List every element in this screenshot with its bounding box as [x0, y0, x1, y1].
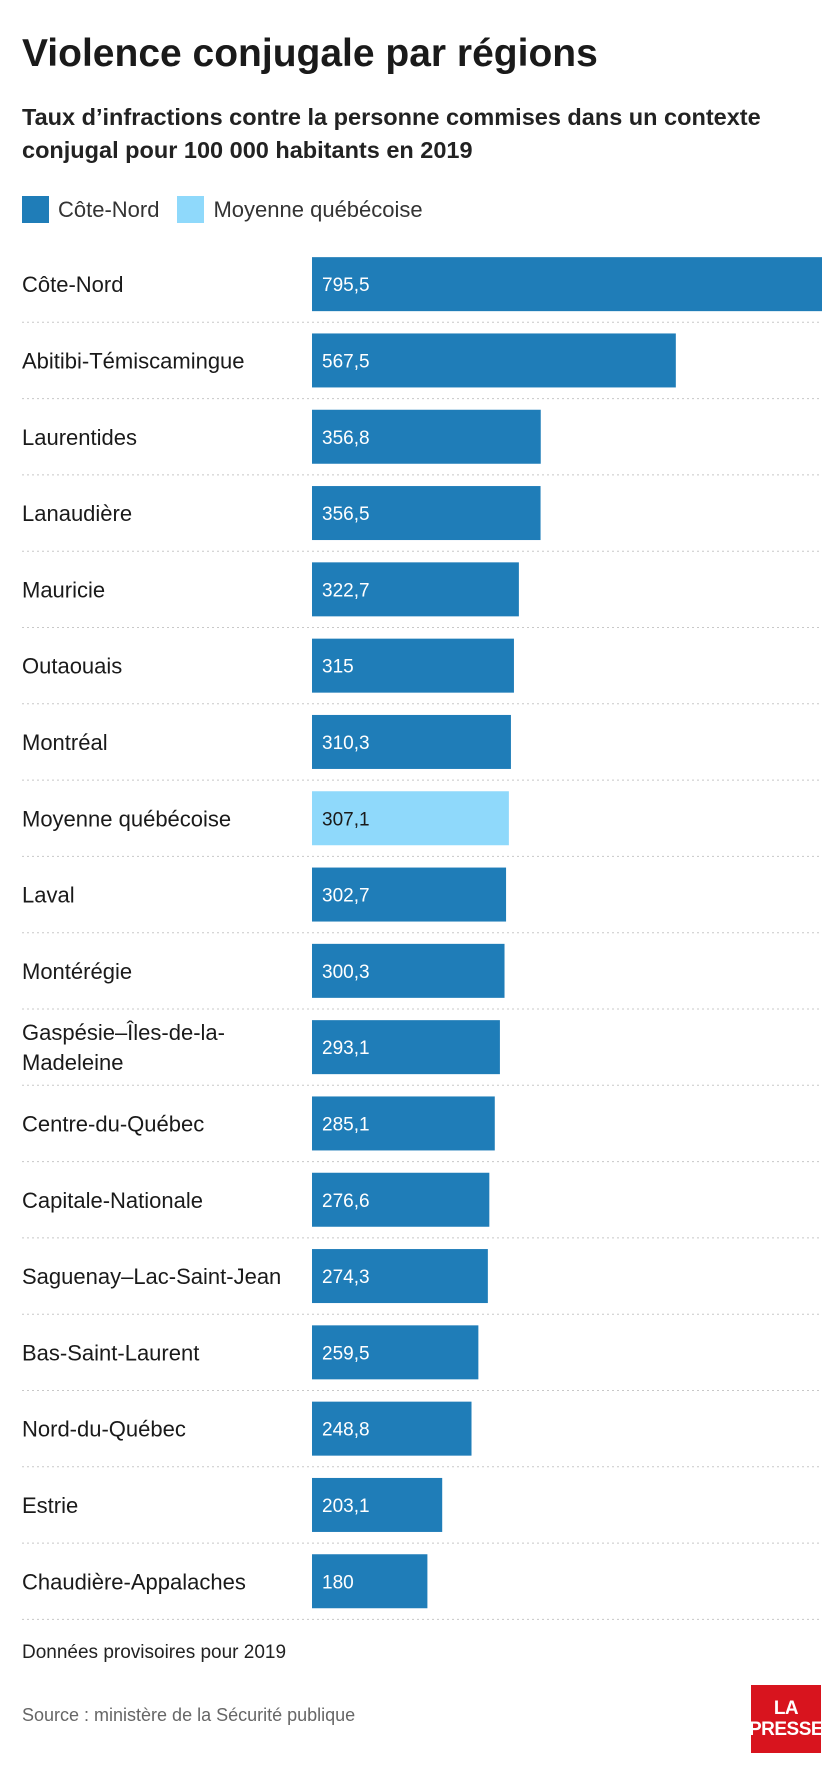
category-label: Laval [22, 883, 75, 908]
bar [312, 1401, 472, 1456]
category-label: Capitale-Nationale [22, 1188, 203, 1213]
bar [312, 638, 514, 693]
category-label: Nord-du-Québec [22, 1417, 186, 1442]
bar-chart: Côte-Nord 795,5 Abitibi-Témiscamingue 567,5… [22, 257, 822, 1620]
la-presse-logo: LA PRESSE [748, 1685, 824, 1753]
bar-value-label: 276,6 [322, 1191, 370, 1212]
bar-value-label: 274,3 [322, 1267, 370, 1288]
category-label: Moyenne québécoise [22, 806, 231, 831]
bar [312, 1172, 490, 1227]
category-label: Mauricie [22, 577, 105, 602]
category-label: Lanaudière [22, 501, 132, 526]
category-label: Centre-du-Québec [22, 1111, 204, 1136]
bar [312, 1249, 488, 1304]
bar-value-label: 293,1 [322, 1038, 370, 1059]
logo-line-1: LA [773, 1698, 799, 1719]
chart-title: Violence conjugale par régions [22, 32, 598, 75]
bar [312, 486, 541, 541]
category-label: Gaspésie–Îles-de-la-Madeleine [22, 1020, 225, 1075]
bar-value-label: 259,5 [322, 1343, 370, 1364]
legend-swatch-moyenne [177, 196, 205, 223]
bar-value-label: 248,8 [322, 1420, 370, 1441]
bar [312, 257, 822, 312]
bar-value-label: 356,8 [322, 428, 370, 449]
bar [312, 409, 541, 464]
bar [312, 1325, 479, 1380]
bar [312, 867, 507, 922]
bar [312, 791, 509, 846]
bar-value-label: 285,1 [322, 1114, 370, 1135]
bar-value-label: 302,7 [322, 886, 370, 907]
bar [312, 1096, 495, 1151]
bar [312, 333, 676, 388]
bar-value-label: 795,5 [322, 275, 370, 296]
bar-value-label: 307,1 [322, 809, 370, 830]
bar-value-label: 310,3 [322, 733, 370, 754]
bar-value-label: 203,1 [322, 1496, 370, 1517]
bar-value-label: 180 [322, 1572, 354, 1593]
category-label: Abitibi-Témiscamingue [22, 348, 245, 373]
category-label: Montréal [22, 730, 108, 755]
bar [312, 1477, 443, 1532]
legend-item-cote-nord: Côte-Nord [22, 196, 159, 223]
data-note: Données provisoires pour 2019 [22, 1642, 287, 1663]
category-label: Bas-Saint-Laurent [22, 1340, 199, 1365]
bar [312, 1554, 428, 1609]
category-label: Montérégie [22, 959, 132, 984]
bar-value-label: 356,5 [322, 504, 370, 525]
category-label: Estrie [22, 1493, 78, 1518]
bar [312, 714, 511, 769]
bar-value-label: 322,7 [322, 580, 370, 601]
bar-value-label: 315 [322, 657, 354, 678]
category-label: Outaouais [22, 654, 122, 679]
bar [312, 943, 505, 998]
category-label: Côte-Nord [22, 272, 123, 297]
bar-value-label: 300,3 [322, 962, 370, 983]
category-label: Chaudière-Appalaches [22, 1569, 246, 1594]
logo-line-2: PRESSE [748, 1719, 824, 1740]
legend-label-cote-nord: Côte-Nord [58, 196, 160, 222]
bar [312, 1020, 500, 1075]
bar [312, 562, 519, 617]
legend-label-moyenne: Moyenne québécoise [213, 196, 423, 222]
category-label: Saguenay–Lac-Saint-Jean [22, 1264, 281, 1289]
chart-subtitle: Taux d’infractions contre la personne co… [22, 104, 761, 163]
bar-value-label: 567,5 [322, 351, 370, 372]
source-credit: Source : ministère de la Sécurité publiq… [22, 1705, 356, 1725]
legend-swatch-cote-nord [22, 196, 49, 223]
legend: Côte-Nord Moyenne québécoise [22, 196, 441, 223]
category-label: Laurentides [22, 425, 137, 450]
legend-item-moyenne: Moyenne québécoise [177, 196, 423, 223]
